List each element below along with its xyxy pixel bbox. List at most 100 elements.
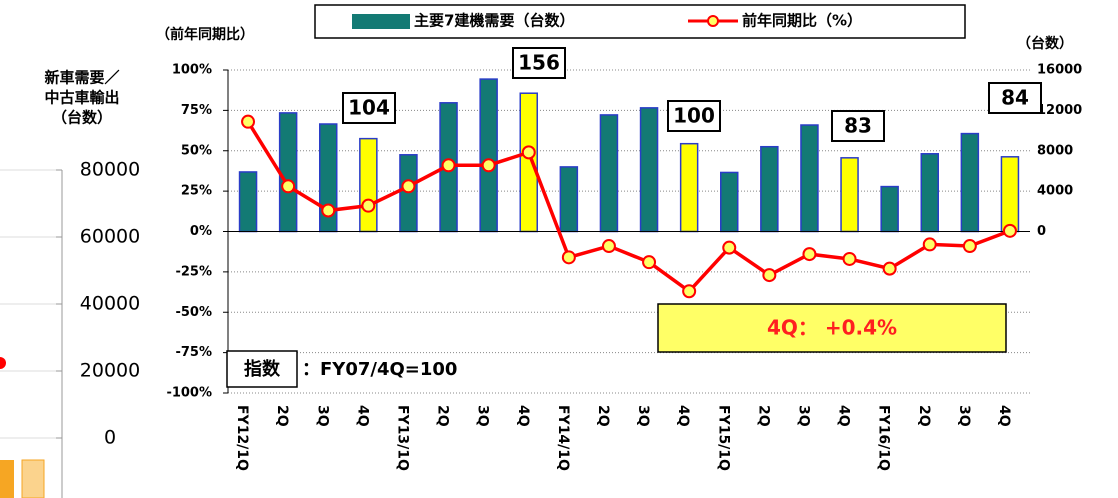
y-tick-label: 50%: [181, 143, 212, 158]
index-note: ：FY07/4Q=100: [302, 359, 457, 380]
line-marker: [722, 240, 737, 255]
bar: [840, 157, 859, 233]
x-tick-label: 3Q: [475, 405, 491, 427]
line-marker: [481, 158, 496, 173]
legend-label: 前年同期比（%）: [742, 12, 862, 30]
bar: [1000, 156, 1020, 233]
line-marker: [762, 268, 777, 283]
y-tick-label: -50%: [175, 305, 212, 320]
line-marker: [441, 158, 456, 173]
x-tick-label: 2Q: [274, 405, 290, 427]
line-marker: [882, 261, 897, 276]
bar: [679, 142, 699, 233]
y-tick-label: 75%: [181, 103, 212, 118]
x-tick-label: 4Q: [675, 405, 691, 427]
line-marker: [281, 179, 296, 194]
left-bar-fragment: [21, 459, 45, 498]
bar: [920, 153, 939, 233]
legend: [314, 4, 966, 39]
line-marker: [682, 284, 697, 299]
y2-axis-label: （台数）: [1017, 35, 1073, 52]
legend-swatch: [707, 15, 719, 27]
x-tick-label: 3Q: [314, 405, 330, 427]
line-marker: [802, 247, 817, 262]
bar: [800, 124, 819, 233]
left-axis-label: （台数）: [52, 109, 112, 127]
x-tick-label: 4Q: [354, 405, 370, 427]
annotation-box: [831, 110, 885, 142]
annotation: 84: [1001, 86, 1029, 110]
y2-tick-label: 8000: [1037, 143, 1073, 158]
x-tick-label: 4Q: [515, 405, 531, 427]
left-tick-label: 0: [104, 427, 116, 449]
x-tick-label: 2Q: [435, 405, 451, 427]
x-tick-label: FY14/1Q: [555, 405, 571, 471]
left-tick-label: 20000: [80, 360, 140, 382]
left-tick-label: 60000: [80, 226, 140, 248]
x-tick-label: 2Q: [595, 405, 611, 427]
bar: [479, 78, 498, 233]
x-tick-label: FY15/1Q: [715, 405, 731, 471]
line-marker: [561, 250, 576, 265]
callout-box: [657, 303, 1007, 353]
index-label: 指数: [244, 358, 281, 380]
y-tick-label: -75%: [175, 345, 212, 360]
bar: [519, 92, 538, 233]
line-marker: [401, 179, 416, 194]
legend-label: 主要7建機需要（台数）: [414, 12, 574, 30]
left-tick-label: 80000: [80, 159, 140, 181]
callout: 4Q： +0.4%: [767, 316, 897, 340]
line-marker: [1002, 223, 1017, 238]
y2-tick-label: 0: [1037, 224, 1046, 239]
y-tick-label: 0%: [190, 224, 212, 239]
line-marker: [922, 237, 937, 252]
x-tick-label: 2Q: [916, 405, 932, 427]
y-tick-label: 100%: [172, 63, 212, 78]
left-axis-label: 新車需要／: [44, 69, 119, 87]
y-axis-label: （前年同期比）: [156, 26, 254, 43]
annotation-box: [342, 92, 396, 124]
bar: [599, 114, 619, 233]
y2-tick-label: 4000: [1037, 184, 1073, 199]
annotation: 104: [348, 96, 390, 120]
y-tick-label: 25%: [181, 184, 212, 199]
y2-tick-label: 16000: [1037, 63, 1082, 78]
x-tick-label: FY16/1Q: [876, 405, 892, 471]
legend-swatch: [352, 14, 410, 29]
x-tick-label: 3Q: [795, 405, 811, 427]
bar: [278, 112, 298, 233]
x-tick-label: FY13/1Q: [394, 405, 410, 471]
line-marker: [361, 198, 376, 213]
annotation-box: [512, 47, 566, 79]
y2-tick-label: 12000: [1037, 103, 1082, 118]
x-tick-label: 4Q: [836, 405, 852, 427]
line-marker: [842, 251, 857, 266]
annotation: 156: [518, 51, 560, 75]
bar: [760, 145, 779, 233]
bar: [880, 185, 899, 233]
bar: [359, 137, 378, 233]
left-tick-label: 40000: [80, 293, 140, 315]
annotation: 83: [844, 114, 872, 138]
line-marker: [521, 145, 536, 160]
x-tick-label: FY12/1Q: [234, 405, 250, 471]
annotation-box: [988, 82, 1042, 114]
line-marker: [601, 239, 616, 254]
line-marker: [321, 203, 336, 218]
bar: [720, 171, 739, 233]
x-tick-label: 4Q: [996, 405, 1012, 427]
line-marker: [642, 255, 657, 270]
index-box: [226, 350, 298, 388]
annotation: 100: [673, 104, 715, 128]
left-axis-label: 中古車輸出: [44, 89, 119, 107]
x-tick-label: 2Q: [755, 405, 771, 427]
bar: [559, 166, 579, 233]
y-tick-label: -25%: [175, 264, 212, 279]
line-marker: [241, 114, 256, 129]
bar: [238, 171, 258, 233]
x-tick-label: 3Q: [956, 405, 972, 427]
left-point-fragment: [0, 357, 6, 369]
left-bar-fragment: [0, 460, 14, 498]
annotation-box: [667, 100, 721, 132]
